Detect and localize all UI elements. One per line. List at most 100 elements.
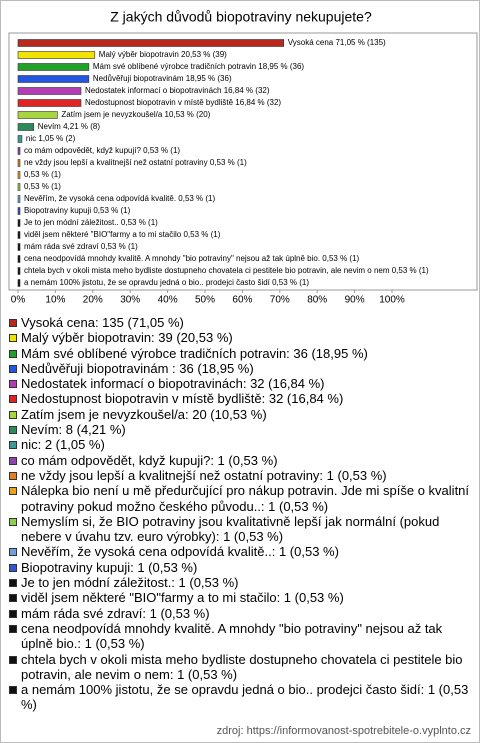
legend-entry: Zatím jsem je nevyzkoušel/a: 20 (10,53 %… <box>9 407 471 422</box>
bar <box>17 87 82 95</box>
bar <box>17 51 96 59</box>
legend-entry: Biopotraviny kupuji: 1 (0,53 %) <box>9 560 471 575</box>
bar-label: cena neodpovídá mnohdy kvalitě. A mnohdy… <box>24 254 360 263</box>
legend-label: Nedostupnost biopotravin v místě bydlišt… <box>21 391 344 407</box>
x-tick-label: 90% <box>345 295 365 306</box>
legend-label: Nálepka bio není u mě předurčující pro n… <box>21 483 470 514</box>
legend-label: co mám odpovědět, když kupuji?: 1 (0,53 … <box>21 452 278 468</box>
bar-label: Nevím 4,21 % (8) <box>38 122 101 131</box>
legend-entry: Nevím: 8 (4,21 %) <box>9 422 471 437</box>
bar-label: Zatím jsem je nevyzkoušel/a 10,53 % (20) <box>61 110 210 119</box>
legend-swatch <box>9 334 17 343</box>
x-tick-label: 0% <box>11 295 26 306</box>
bar-label: Je to jen módní záležitost.. 0,53 % (1) <box>24 218 158 227</box>
legend-swatch <box>9 426 17 435</box>
bar-label: Nevěřím, že vysoká cena odpovídá kvalitě… <box>24 194 216 203</box>
legend-entry: a nemám 100% jistotu, že se opravdu jedn… <box>9 682 471 713</box>
legend-swatch <box>9 548 17 557</box>
bar-label: mám ráda své zdraví 0,53 % (1) <box>24 242 138 251</box>
bar-label: Nedostupnost biopotravin v místě bydlišt… <box>85 98 281 107</box>
legend-swatch <box>9 594 17 603</box>
legend-swatch <box>9 517 17 526</box>
legend-label: viděl jsem některé "BIO"farmy a to mi st… <box>21 590 344 606</box>
x-tick-label: 60% <box>232 295 252 306</box>
x-tick-label: 30% <box>120 295 140 306</box>
bar <box>17 255 21 263</box>
bar <box>17 147 21 155</box>
bar-label: nic 1,05 % (2) <box>26 134 76 143</box>
legend-swatch <box>9 563 17 572</box>
bar <box>17 111 58 119</box>
x-tick-label: 50% <box>195 295 215 306</box>
legend-entry: Nedostupnost biopotravin v místě bydlišt… <box>9 391 471 406</box>
chart: Z jakých důvodů biopotraviny nekupujete?… <box>8 9 478 306</box>
legend-swatch <box>9 686 17 695</box>
legend-entry: Je to jen módní záležitost.: 1 (0,53 %) <box>9 575 471 590</box>
bar-label: ne vždy jsou lepší a kvalitnejší než ost… <box>24 158 247 167</box>
legend-swatch <box>9 395 17 404</box>
legend-label: Nedostatek informací o biopotravinách: 3… <box>21 376 325 392</box>
legend-entry: Nemyslím si, že BIO potraviny jsou kvali… <box>9 514 471 545</box>
legend-swatch <box>9 471 17 480</box>
bar-label: Mám své oblíbené výrobce tradičních potr… <box>93 62 305 71</box>
bar <box>17 267 21 275</box>
x-tick-label: 10% <box>45 295 65 306</box>
legend-entry: mám ráda své zdraví: 1 (0,53 %) <box>9 606 471 621</box>
bar-label: Vysoká cena 71,05 % (135) <box>288 38 386 47</box>
legend-swatch <box>9 364 17 373</box>
legend-label: mám ráda své zdraví: 1 (0,53 %) <box>21 605 210 621</box>
bar-label: 0,53 % (1) <box>24 182 61 191</box>
legend-label: Nevěřím, že vysoká cena odpovídá kvalitě… <box>21 544 339 560</box>
legend-entry: Nedostatek informací o biopotravinách: 3… <box>9 376 471 391</box>
legend-swatch <box>9 624 17 633</box>
bar <box>17 63 90 71</box>
legend-entry: Nálepka bio není u mě předurčující pro n… <box>9 483 471 514</box>
legend-label: Nedůvěřuji biopotravinám : 36 (18,95 %) <box>21 360 254 376</box>
legend: Vysoká cena: 135 (71,05 %) Malý výběr bio… <box>9 315 471 713</box>
legend-entry: viděl jsem některé "BIO"farmy a to mi st… <box>9 590 471 605</box>
bar-label: chtela bych v okoli mista meho bydliste … <box>24 266 429 275</box>
legend-swatch <box>9 349 17 358</box>
legend-entry: cena neodpovídá mnohdy kvalitě. A mnohdy… <box>9 621 471 652</box>
legend-entry: Mám své oblíbené výrobce tradičních potr… <box>9 346 471 361</box>
legend-entry: Vysoká cena: 135 (71,05 %) <box>9 315 471 330</box>
legend-entry: nic: 2 (1,05 %) <box>9 437 471 452</box>
bar <box>17 99 82 107</box>
x-tick-label: 80% <box>307 295 327 306</box>
bar <box>17 159 21 167</box>
legend-label: a nemám 100% jistotu, že se opravdu jedn… <box>21 682 469 713</box>
bar-label: a nemám 100% jistotu, že se opravdu jedn… <box>24 278 309 287</box>
legend-label: Mám své oblíbené výrobce tradičních potr… <box>21 345 368 361</box>
bar-label: Nedůvěřuji biopotravinám 18,95 % (36) <box>93 74 232 83</box>
legend-swatch <box>9 655 17 664</box>
legend-label: chtela bych v okoli mista meho bydliste … <box>21 651 463 682</box>
bar <box>17 195 21 203</box>
bar <box>17 207 21 215</box>
bar <box>17 135 23 143</box>
legend-swatch <box>9 410 17 419</box>
bar <box>17 171 21 179</box>
bar <box>17 39 285 47</box>
legend-entry: co mám odpovědět, když kupuji?: 1 (0,53 … <box>9 453 471 468</box>
legend-swatch <box>9 579 17 588</box>
legend-swatch <box>9 441 17 450</box>
x-tick-label: 40% <box>158 295 178 306</box>
bar <box>17 75 90 83</box>
x-tick-label: 100% <box>379 295 405 306</box>
chart-title: Z jakých důvodů biopotraviny nekupujete? <box>110 9 372 25</box>
legend-label: Vysoká cena: 135 (71,05 %) <box>21 315 184 330</box>
legend-label: cena neodpovídá mnohdy kvalitě. A mnohdy… <box>21 620 443 652</box>
x-tick-label: 70% <box>270 295 290 306</box>
bar-label: Nedostatek informací o biopotravinách 16… <box>85 86 270 95</box>
legend-label: Nemyslím si, že BIO potraviny jsou kvali… <box>21 513 440 545</box>
bar <box>17 219 21 227</box>
legend-label: Malý výběr biopotravin: 39 (20,53 %) <box>21 330 233 346</box>
x-tick-label: 20% <box>83 295 103 306</box>
bar <box>17 231 21 239</box>
source: zdroj: https://informovanost-spotrebitel… <box>216 725 471 737</box>
bar-label: 0,53 % (1) <box>24 170 61 179</box>
legend-label: Biopotraviny kupuji: 1 (0,53 %) <box>21 559 198 575</box>
bar-label: co mám odpovědět, když kupují? 0,53 % (1… <box>24 146 180 155</box>
legend-entry: ne vždy jsou lepší a kvalitnejší než ost… <box>9 468 471 483</box>
